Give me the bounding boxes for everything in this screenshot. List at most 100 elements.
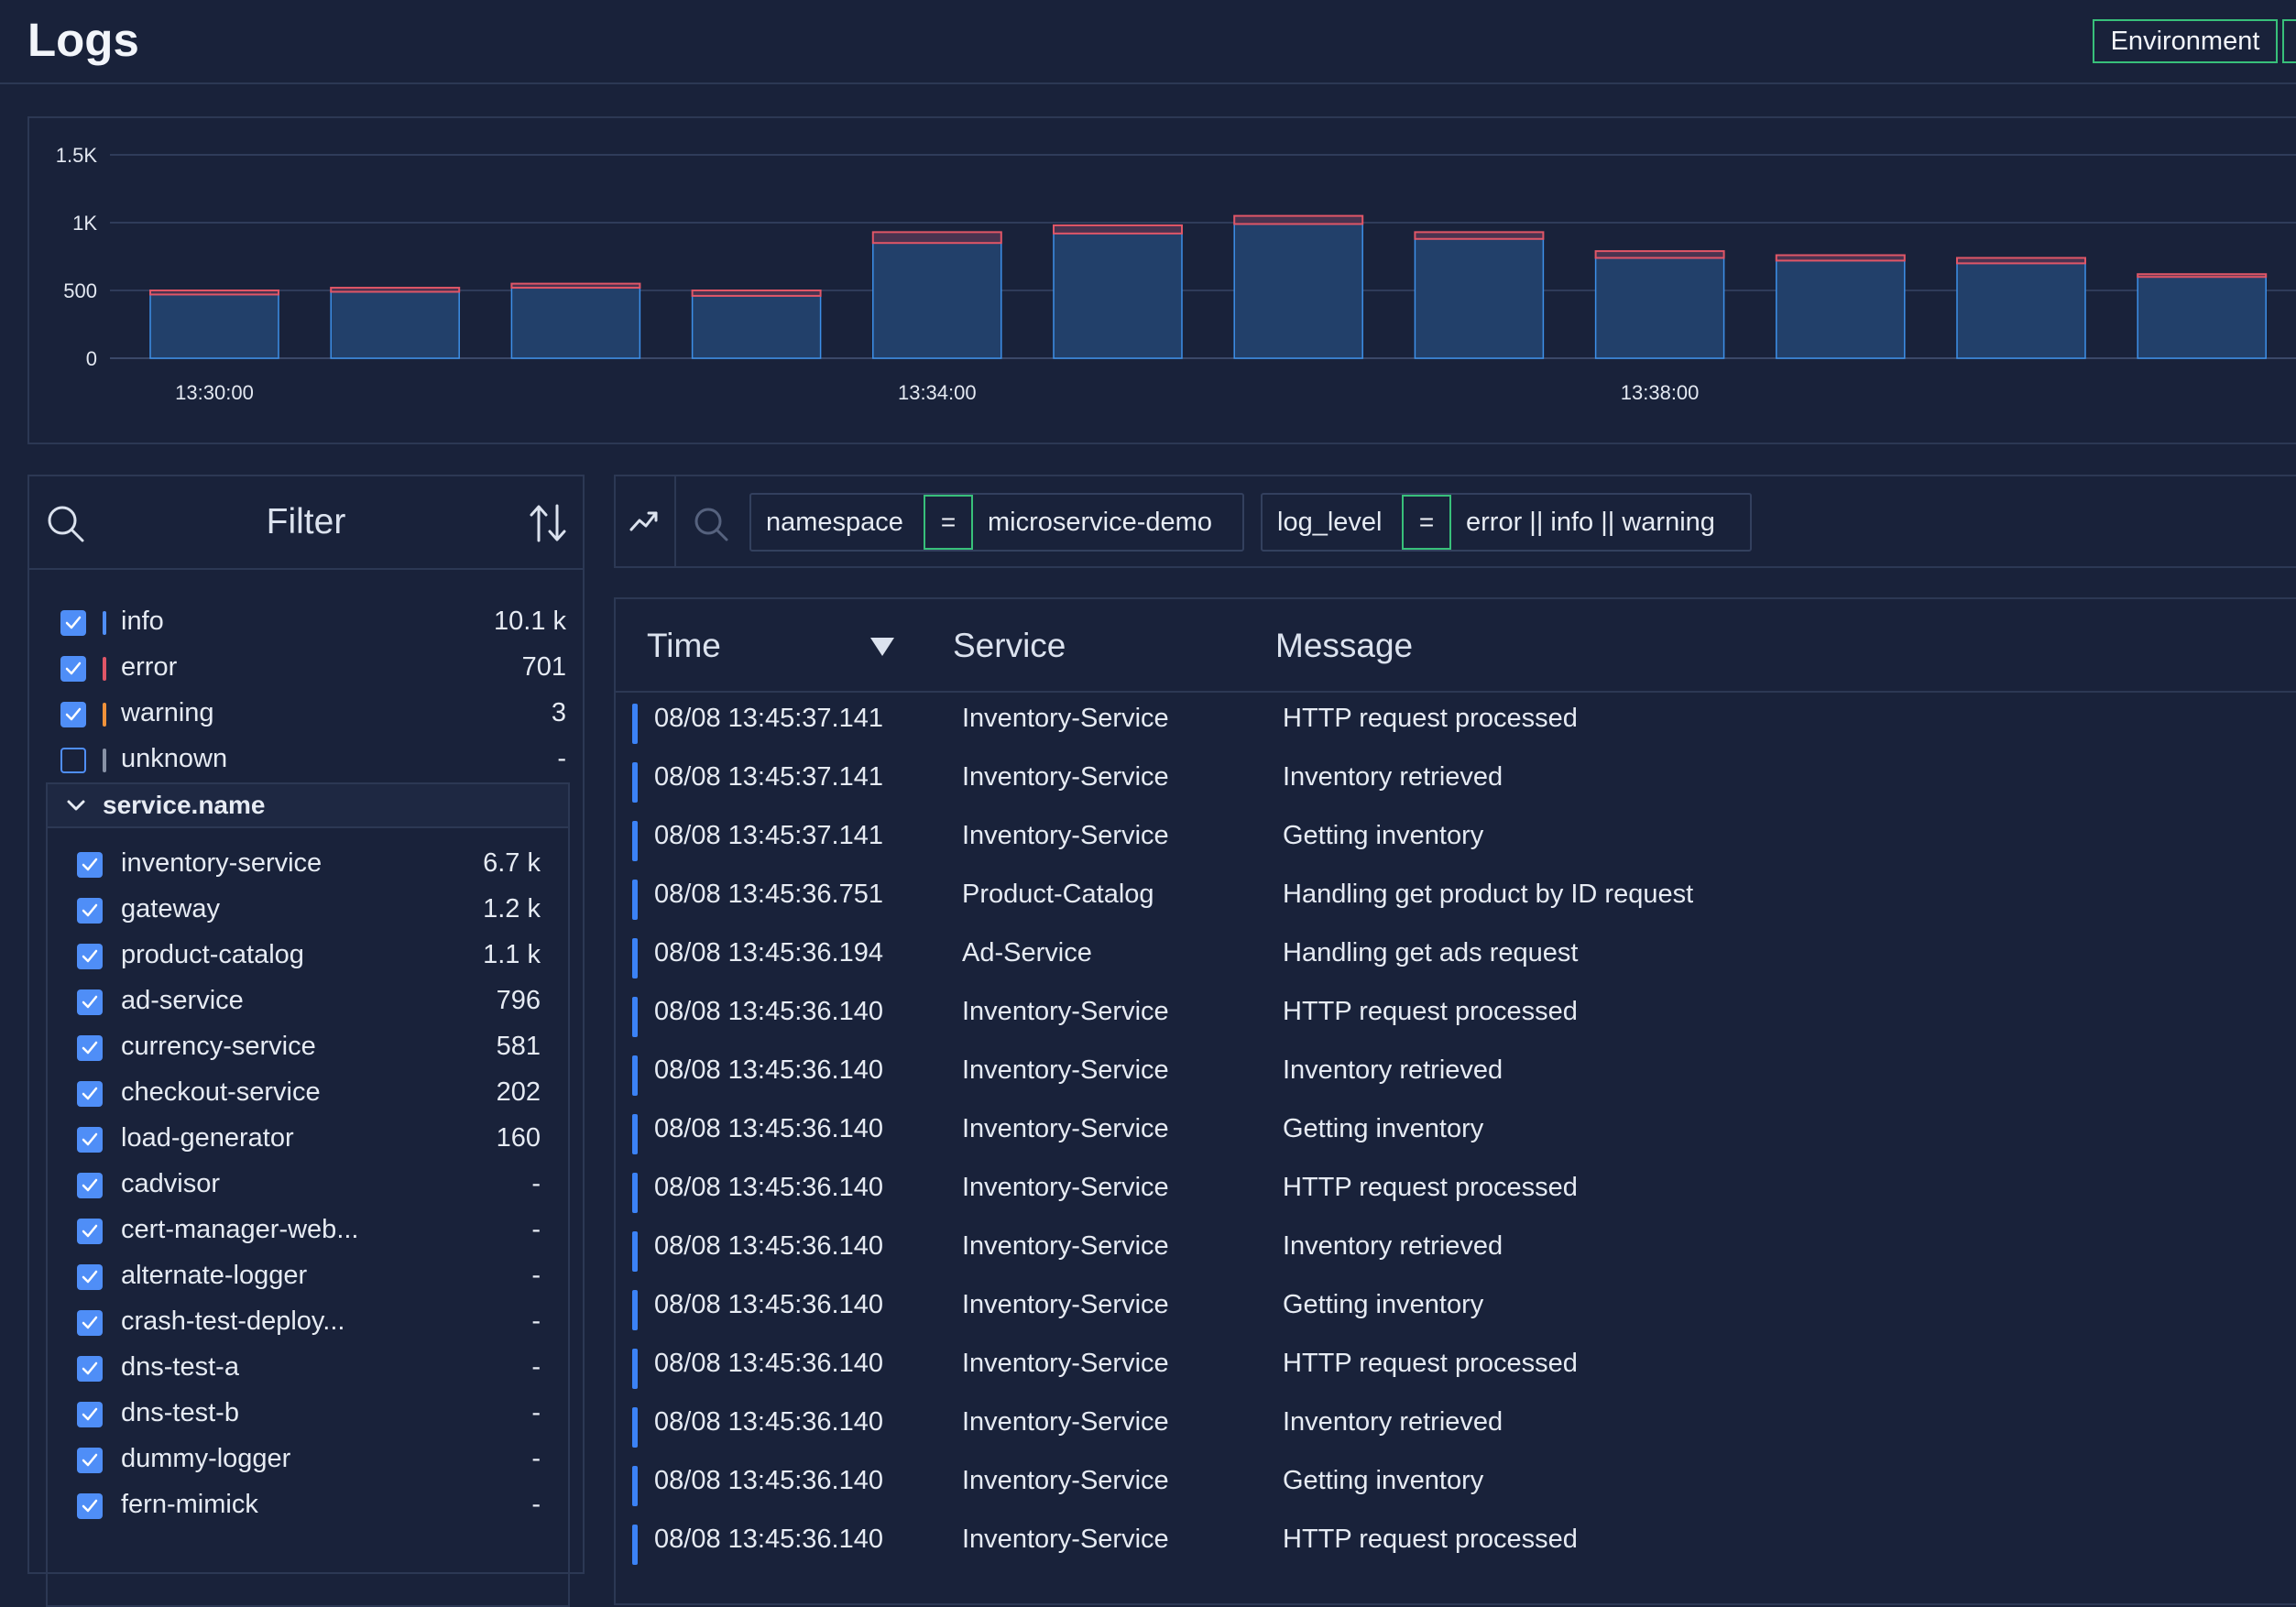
bar-info[interactable] [1053, 233, 1183, 359]
service-checkbox[interactable] [77, 1356, 103, 1382]
service-checkbox[interactable] [77, 1173, 103, 1198]
bar-info[interactable] [510, 287, 641, 359]
column-header-service[interactable]: Service [953, 627, 1066, 664]
check-icon [82, 1132, 98, 1146]
bar-error[interactable] [1053, 224, 1183, 235]
bar-error[interactable] [691, 290, 822, 297]
bar-info[interactable] [872, 242, 1002, 359]
x-tick-label: 13:34:00 [898, 381, 977, 404]
log-row[interactable]: 08/08 13:45:36.140 Inventory-Service Getti… [616, 1455, 2296, 1514]
log-row[interactable]: 08/08 13:45:36.140 Inventory-Service Getti… [616, 1103, 2296, 1162]
bar-info[interactable] [1776, 259, 1906, 359]
log-row[interactable]: 08/08 13:45:36.140 Inventory-Service Inven… [616, 1044, 2296, 1103]
column-header-time[interactable]: Time [647, 627, 721, 664]
bar-error[interactable] [871, 231, 1002, 245]
service-checkbox[interactable] [77, 1035, 103, 1061]
log-row[interactable]: 08/08 13:45:36.140 Inventory-Service HTTP … [616, 1338, 2296, 1396]
level-label: info [121, 607, 164, 636]
bar-error[interactable] [1594, 250, 1725, 259]
service-filter-item[interactable]: fern-mimick - [48, 1486, 568, 1526]
bar-error[interactable] [1414, 231, 1545, 240]
chip-operator[interactable]: = [924, 495, 973, 550]
service-name-group-header[interactable]: service.name [48, 784, 568, 828]
bar-info[interactable] [1594, 257, 1725, 359]
service-filter-item[interactable]: crash-test-deploy... - [48, 1303, 568, 1343]
service-checkbox[interactable] [77, 1402, 103, 1427]
environment-next-button[interactable] [2282, 19, 2296, 63]
bar-error[interactable] [1233, 214, 1364, 225]
service-checkbox[interactable] [77, 944, 103, 969]
bar-info[interactable] [691, 295, 822, 359]
service-filter-item[interactable]: inventory-service 6.7 k [48, 845, 568, 885]
query-chip-log-level[interactable]: log_level = error || info || warning [1261, 493, 1752, 552]
bar-info[interactable] [1414, 238, 1545, 359]
bar-error[interactable] [1956, 257, 2086, 265]
service-filter-item[interactable]: ad-service 796 [48, 982, 568, 1022]
service-checkbox[interactable] [77, 1310, 103, 1336]
service-filter-item[interactable]: product-catalog 1.1 k [48, 936, 568, 977]
level-filter-warning[interactable]: warning 3 [29, 696, 583, 737]
level-checkbox[interactable] [60, 748, 86, 773]
log-row[interactable]: 08/08 13:45:36.751 Product-Catalog Handlin… [616, 869, 2296, 927]
service-filter-item[interactable]: cadvisor - [48, 1165, 568, 1206]
service-filter-item[interactable]: alternate-logger - [48, 1257, 568, 1297]
log-row[interactable]: 08/08 13:45:36.140 Inventory-Service HTTP … [616, 986, 2296, 1044]
bar-info[interactable] [330, 290, 460, 359]
level-checkbox[interactable] [60, 656, 86, 682]
environment-button[interactable]: Environment [2093, 19, 2278, 63]
service-label: product-catalog [121, 940, 304, 969]
log-row[interactable]: 08/08 13:45:36.194 Ad-Service Handling get… [616, 927, 2296, 986]
bar-error[interactable] [149, 290, 279, 296]
service-checkbox[interactable] [77, 898, 103, 924]
check-icon [82, 858, 98, 871]
level-checkbox[interactable] [60, 610, 86, 636]
service-filter-item[interactable]: currency-service 581 [48, 1028, 568, 1068]
sort-descending-icon[interactable] [869, 636, 896, 658]
service-checkbox[interactable] [77, 1448, 103, 1473]
level-filter-error[interactable]: error 701 [29, 650, 583, 691]
search-icon[interactable] [46, 504, 86, 544]
bar-info[interactable] [1956, 262, 2086, 359]
service-filter-item[interactable]: cert-manager-web... - [48, 1211, 568, 1252]
log-row[interactable]: 08/08 13:45:36.140 Inventory-Service HTTP … [616, 1162, 2296, 1220]
bar-error[interactable] [2137, 273, 2268, 279]
log-row[interactable]: 08/08 13:45:37.141 Inventory-Service HTTP … [616, 693, 2296, 751]
bar-info[interactable] [1233, 223, 1363, 359]
sort-icon[interactable] [528, 502, 568, 544]
service-checkbox[interactable] [77, 1264, 103, 1290]
chip-value[interactable]: error || info || warning [1466, 508, 1715, 537]
service-filter-item[interactable]: dummy-logger - [48, 1440, 568, 1481]
bar-info[interactable] [149, 293, 279, 359]
level-filter-unknown[interactable]: unknown - [29, 742, 583, 782]
log-row[interactable]: 08/08 13:45:37.141 Inventory-Service Getti… [616, 810, 2296, 869]
service-filter-item[interactable]: dns-test-a - [48, 1349, 568, 1389]
level-color-bar [103, 703, 106, 727]
service-checkbox[interactable] [77, 1081, 103, 1107]
level-filter-info[interactable]: info 10.1 k [29, 605, 583, 645]
service-filter-item[interactable]: checkout-service 202 [48, 1074, 568, 1114]
service-checkbox[interactable] [77, 852, 103, 878]
check-icon [82, 1270, 98, 1284]
service-checkbox[interactable] [77, 989, 103, 1015]
log-row[interactable]: 08/08 13:45:36.140 Inventory-Service Inven… [616, 1396, 2296, 1455]
chip-operator[interactable]: = [1402, 495, 1451, 550]
log-row[interactable]: 08/08 13:45:36.140 Inventory-Service Inven… [616, 1220, 2296, 1279]
log-row[interactable]: 08/08 13:45:37.141 Inventory-Service Inven… [616, 751, 2296, 810]
chip-value[interactable]: microservice-demo [988, 508, 1212, 537]
log-row[interactable]: 08/08 13:45:36.140 Inventory-Service Getti… [616, 1279, 2296, 1338]
service-checkbox[interactable] [77, 1219, 103, 1244]
column-header-message[interactable]: Message [1275, 627, 1414, 664]
service-filter-item[interactable]: load-generator 160 [48, 1120, 568, 1160]
service-checkbox[interactable] [77, 1127, 103, 1153]
bar-error[interactable] [510, 282, 641, 290]
bar-info[interactable] [2137, 276, 2267, 359]
query-chip-namespace[interactable]: namespace = microservice-demo [749, 493, 1244, 552]
bar-error[interactable] [330, 287, 461, 293]
service-filter-item[interactable]: dns-test-b - [48, 1394, 568, 1435]
service-checkbox[interactable] [77, 1493, 103, 1519]
log-row[interactable]: 08/08 13:45:36.140 Inventory-Service HTTP … [616, 1514, 2296, 1572]
bar-error[interactable] [1775, 254, 1906, 262]
trend-icon[interactable] [629, 508, 660, 535]
service-filter-item[interactable]: gateway 1.2 k [48, 891, 568, 931]
level-checkbox[interactable] [60, 702, 86, 727]
